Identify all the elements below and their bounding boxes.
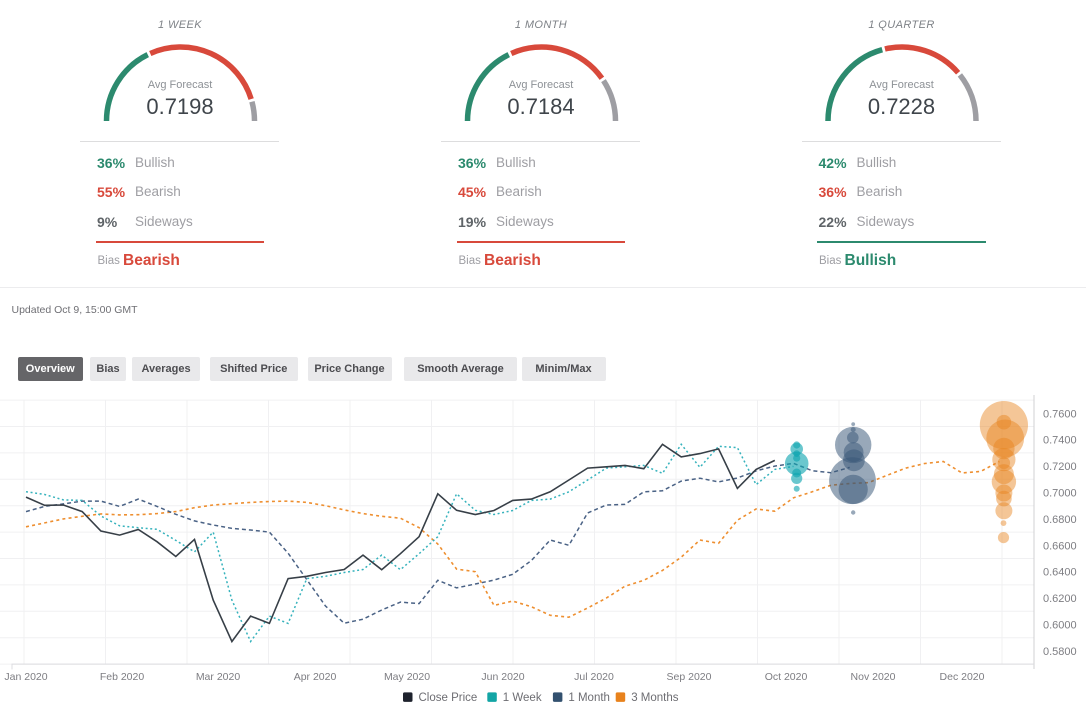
svg-text:May 2020: May 2020 bbox=[384, 671, 430, 683]
svg-text:1 Month: 1 Month bbox=[568, 692, 610, 704]
svg-text:Oct 2020: Oct 2020 bbox=[765, 671, 808, 683]
svg-text:0.6600: 0.6600 bbox=[1043, 540, 1077, 552]
svg-text:Jun 2020: Jun 2020 bbox=[481, 671, 524, 683]
svg-text:Jan 2020: Jan 2020 bbox=[4, 671, 47, 683]
svg-text:0.7400: 0.7400 bbox=[1043, 435, 1077, 447]
svg-text:Close Price: Close Price bbox=[419, 692, 478, 704]
svg-text:0.6200: 0.6200 bbox=[1043, 593, 1077, 605]
svg-text:Mar 2020: Mar 2020 bbox=[196, 671, 241, 683]
svg-text:0.5800: 0.5800 bbox=[1043, 646, 1077, 658]
svg-text:0.7200: 0.7200 bbox=[1043, 461, 1077, 473]
svg-text:Dec 2020: Dec 2020 bbox=[940, 671, 985, 683]
svg-text:0.6400: 0.6400 bbox=[1043, 567, 1077, 579]
svg-text:1 Week: 1 Week bbox=[503, 692, 542, 704]
svg-text:Sep 2020: Sep 2020 bbox=[667, 671, 712, 683]
svg-text:0.6000: 0.6000 bbox=[1043, 620, 1077, 632]
svg-text:Jul 2020: Jul 2020 bbox=[574, 671, 614, 683]
svg-text:0.6800: 0.6800 bbox=[1043, 514, 1077, 526]
svg-text:Nov 2020: Nov 2020 bbox=[851, 671, 896, 683]
svg-text:0.7600: 0.7600 bbox=[1043, 408, 1077, 420]
svg-text:3 Months: 3 Months bbox=[631, 692, 679, 704]
svg-text:Feb 2020: Feb 2020 bbox=[100, 671, 145, 683]
svg-text:Apr 2020: Apr 2020 bbox=[294, 671, 337, 683]
svg-text:0.7000: 0.7000 bbox=[1043, 488, 1077, 500]
